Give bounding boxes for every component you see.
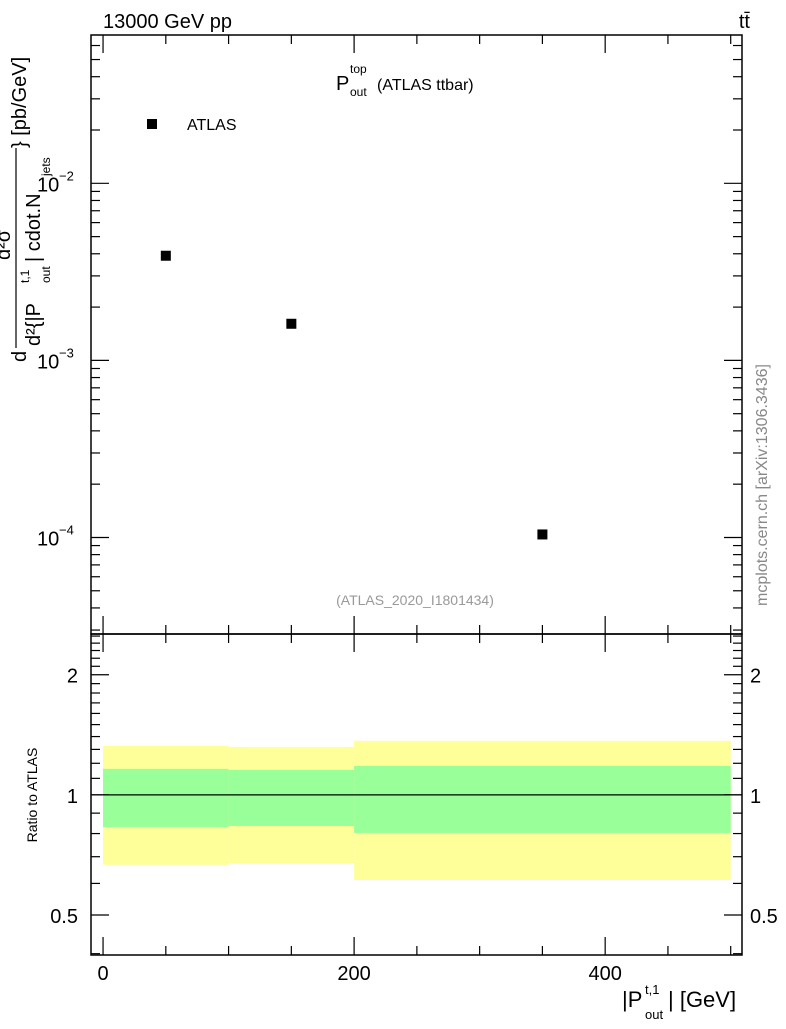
side-label: mcplots.cern.ch [arXiv:1306.3436] xyxy=(754,364,771,606)
y-tick-exponent: −4 xyxy=(59,522,74,537)
ratio-bands xyxy=(91,740,742,880)
y-tick-label: 10 −2 xyxy=(37,168,74,196)
svg-text:out: out xyxy=(645,1007,663,1022)
ratio-y-tick-label-left: 2 xyxy=(67,666,78,688)
ratio-y-tick-label-right: 0.5 xyxy=(750,906,778,928)
watermark: (ATLAS_2020_I1801434) xyxy=(336,592,494,608)
inner-band-bin xyxy=(103,768,229,827)
y-tick-exponent: −2 xyxy=(59,168,74,183)
y-tick-exponent: −3 xyxy=(59,345,74,360)
legend: ATLAS xyxy=(147,117,237,134)
legend-marker-atlas xyxy=(147,119,157,129)
svg-text:| [GeV]: | [GeV] xyxy=(668,987,736,1012)
y-tick-base: 10 xyxy=(37,351,59,373)
process-label: tt̄ xyxy=(739,11,751,33)
ratio-panel-frame xyxy=(90,633,743,956)
svg-text:} [pb/GeV]: } [pb/GeV] xyxy=(9,57,31,148)
ratio-y-axis-label: Ratio to ATLAS xyxy=(24,748,40,843)
svg-text:jets: jets xyxy=(39,157,53,177)
energy-label: 13000 GeV pp xyxy=(103,11,232,33)
data-point-atlas xyxy=(537,529,548,540)
ratio-y-tick-label-right: 1 xyxy=(750,786,761,808)
svg-text:top: top xyxy=(350,62,367,76)
svg-text:d²{|P: d²{|P xyxy=(23,303,45,346)
inner-band-bin xyxy=(228,769,355,826)
inner-band-bin xyxy=(354,765,731,833)
svg-text:(ATLAS ttbar): (ATLAS ttbar) xyxy=(377,77,474,94)
svg-text:|P: |P xyxy=(622,987,642,1012)
data-point-atlas xyxy=(286,318,297,329)
ratio-y-tick-label-left: 1 xyxy=(67,786,78,808)
svg-text:t,1: t,1 xyxy=(645,982,659,997)
y-tick-label: 10 −4 xyxy=(37,522,74,550)
svg-text:d: d xyxy=(9,351,31,362)
data-point-atlas xyxy=(160,250,171,261)
legend-label-atlas: ATLAS xyxy=(187,117,237,134)
svg-text:out: out xyxy=(350,85,367,99)
y-tick-label: 10 −3 xyxy=(37,345,74,373)
svg-text:fid: fid xyxy=(0,215,3,228)
svg-text:out: out xyxy=(39,266,53,283)
plot-title: P top out (ATLAS ttbar) xyxy=(336,62,474,99)
x-tick-label: 0 xyxy=(97,963,108,985)
svg-text:| cdot.N: | cdot.N xyxy=(23,193,45,262)
x-tick-label: 400 xyxy=(588,963,621,985)
x-axis-label: |P t,1 out | [GeV] xyxy=(622,982,736,1022)
y-tick-base: 10 xyxy=(37,528,59,550)
x-tick-label: 200 xyxy=(337,963,370,985)
data-markers xyxy=(160,250,548,540)
svg-text:d²σ: d²σ xyxy=(0,229,15,260)
ratio-y-tick-label-right: 2 xyxy=(750,666,761,688)
ratio-y-tick-label-left: 0.5 xyxy=(50,906,78,928)
svg-text:P: P xyxy=(336,73,349,95)
main-y-axis-label: d d²σ fid d²{|P t,1 out | cdot.N jets } … xyxy=(0,57,53,362)
svg-text:t,1: t,1 xyxy=(18,269,32,283)
y-tick-base: 10 xyxy=(37,174,59,196)
